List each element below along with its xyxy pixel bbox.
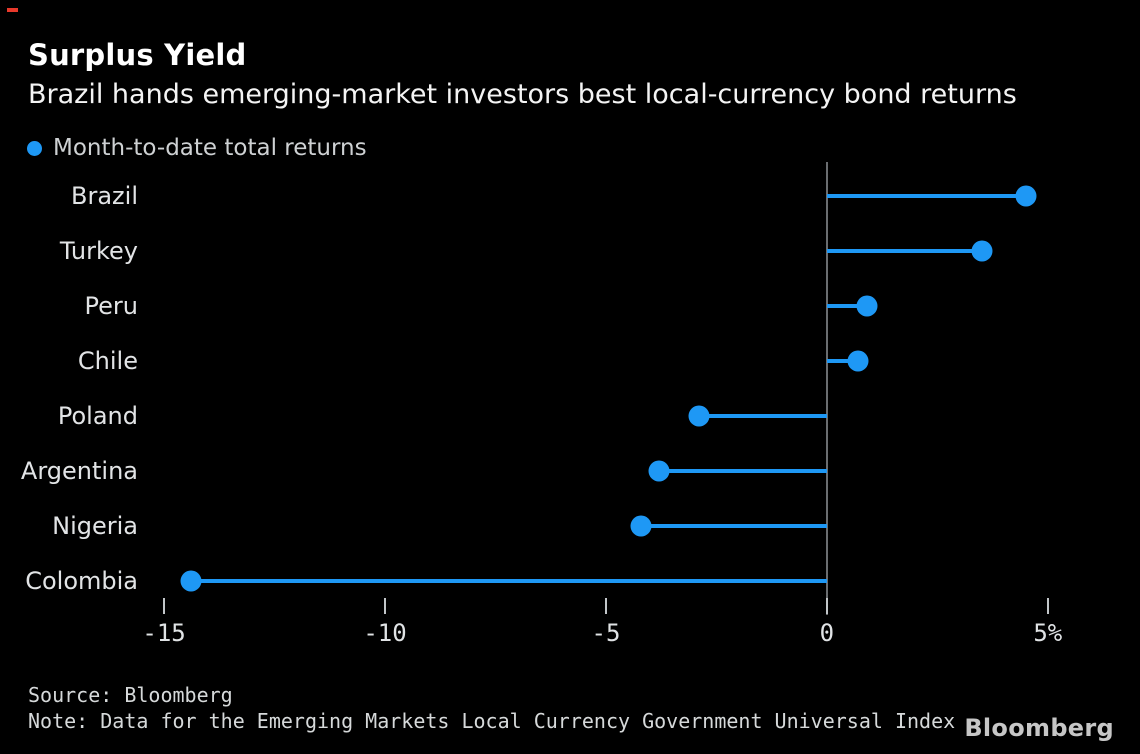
category-label: Brazil [71, 181, 138, 210]
axis-tick [604, 598, 607, 614]
lollipop-stem [826, 358, 858, 363]
lollipop-stem [190, 578, 827, 583]
row-track [142, 388, 1092, 443]
chart-row: Brazil [0, 168, 1140, 223]
axis-tick-label: -15 [142, 619, 186, 647]
bloomberg-red-mark-icon [7, 8, 18, 12]
bloomberg-logo: Bloomberg [964, 714, 1114, 742]
category-label: Colombia [25, 566, 138, 595]
chart-subtitle: Brazil hands emerging-market investors b… [28, 79, 1017, 110]
category-label: Argentina [20, 456, 138, 485]
row-track [142, 443, 1092, 498]
chart-row: Peru [0, 278, 1140, 333]
plot-area: Brazil Turkey Peru Chile Poland Argentina Nige… [0, 162, 1140, 615]
lollipop-dot [1015, 185, 1037, 206]
lollipop-dot [688, 405, 710, 426]
row-track [142, 168, 1092, 223]
category-label: Turkey [59, 236, 138, 265]
row-track [142, 553, 1092, 608]
chart-row: Argentina [0, 443, 1140, 498]
legend: Month-to-date total returns [27, 135, 367, 161]
lollipop-dot [648, 460, 670, 481]
axis-tick [1046, 598, 1049, 614]
zero-axis-line [825, 162, 828, 615]
chart-row: Colombia [0, 553, 1140, 608]
x-axis-labels: -15 -10 -5 0 5% [142, 619, 1092, 651]
legend-label: Month-to-date total returns [53, 135, 367, 161]
axis-tick [384, 598, 387, 614]
legend-marker-icon [27, 140, 42, 156]
x-axis-ticks [142, 598, 1092, 614]
row-track [142, 498, 1092, 553]
lollipop-stem [826, 193, 1026, 198]
chart-title: Surplus Yield [28, 38, 247, 72]
row-track [142, 278, 1092, 333]
axis-tick-label: -5 [591, 619, 621, 647]
category-label: Poland [57, 401, 138, 430]
lollipop-dot [971, 240, 993, 261]
axis-tick [163, 598, 166, 614]
lollipop-dot [180, 570, 202, 591]
axis-tick-label: 5% [1033, 619, 1063, 647]
lollipop-dot [630, 515, 652, 536]
axis-tick-label: 0 [819, 619, 835, 647]
lollipop-stem [826, 303, 867, 308]
lollipop-stem [826, 248, 982, 253]
chart-rows: Brazil Turkey Peru Chile Poland Argentina Nige… [0, 168, 1140, 608]
chart-row: Turkey [0, 223, 1140, 278]
category-label: Peru [84, 291, 138, 320]
lollipop-stem [641, 523, 827, 528]
lollipop-stem [698, 413, 827, 418]
axis-tick [825, 598, 828, 614]
row-track [142, 223, 1092, 278]
footer: Source: Bloomberg Note: Data for the Eme… [28, 682, 955, 734]
lollipop-stem [658, 468, 827, 473]
axis-tick-label: -10 [363, 619, 407, 647]
lollipop-dot [856, 295, 878, 316]
chart-row: Poland [0, 388, 1140, 443]
lollipop-dot [847, 350, 869, 371]
axis-layer [142, 162, 1092, 615]
category-label: Nigeria [52, 511, 138, 540]
chart-row: Nigeria [0, 498, 1140, 553]
category-label: Chile [77, 346, 138, 375]
note-text: Note: Data for the Emerging Markets Loca… [28, 709, 956, 733]
source-text: Source: Bloomberg [28, 683, 233, 707]
chart-row: Chile [0, 333, 1140, 388]
row-track [142, 333, 1092, 388]
